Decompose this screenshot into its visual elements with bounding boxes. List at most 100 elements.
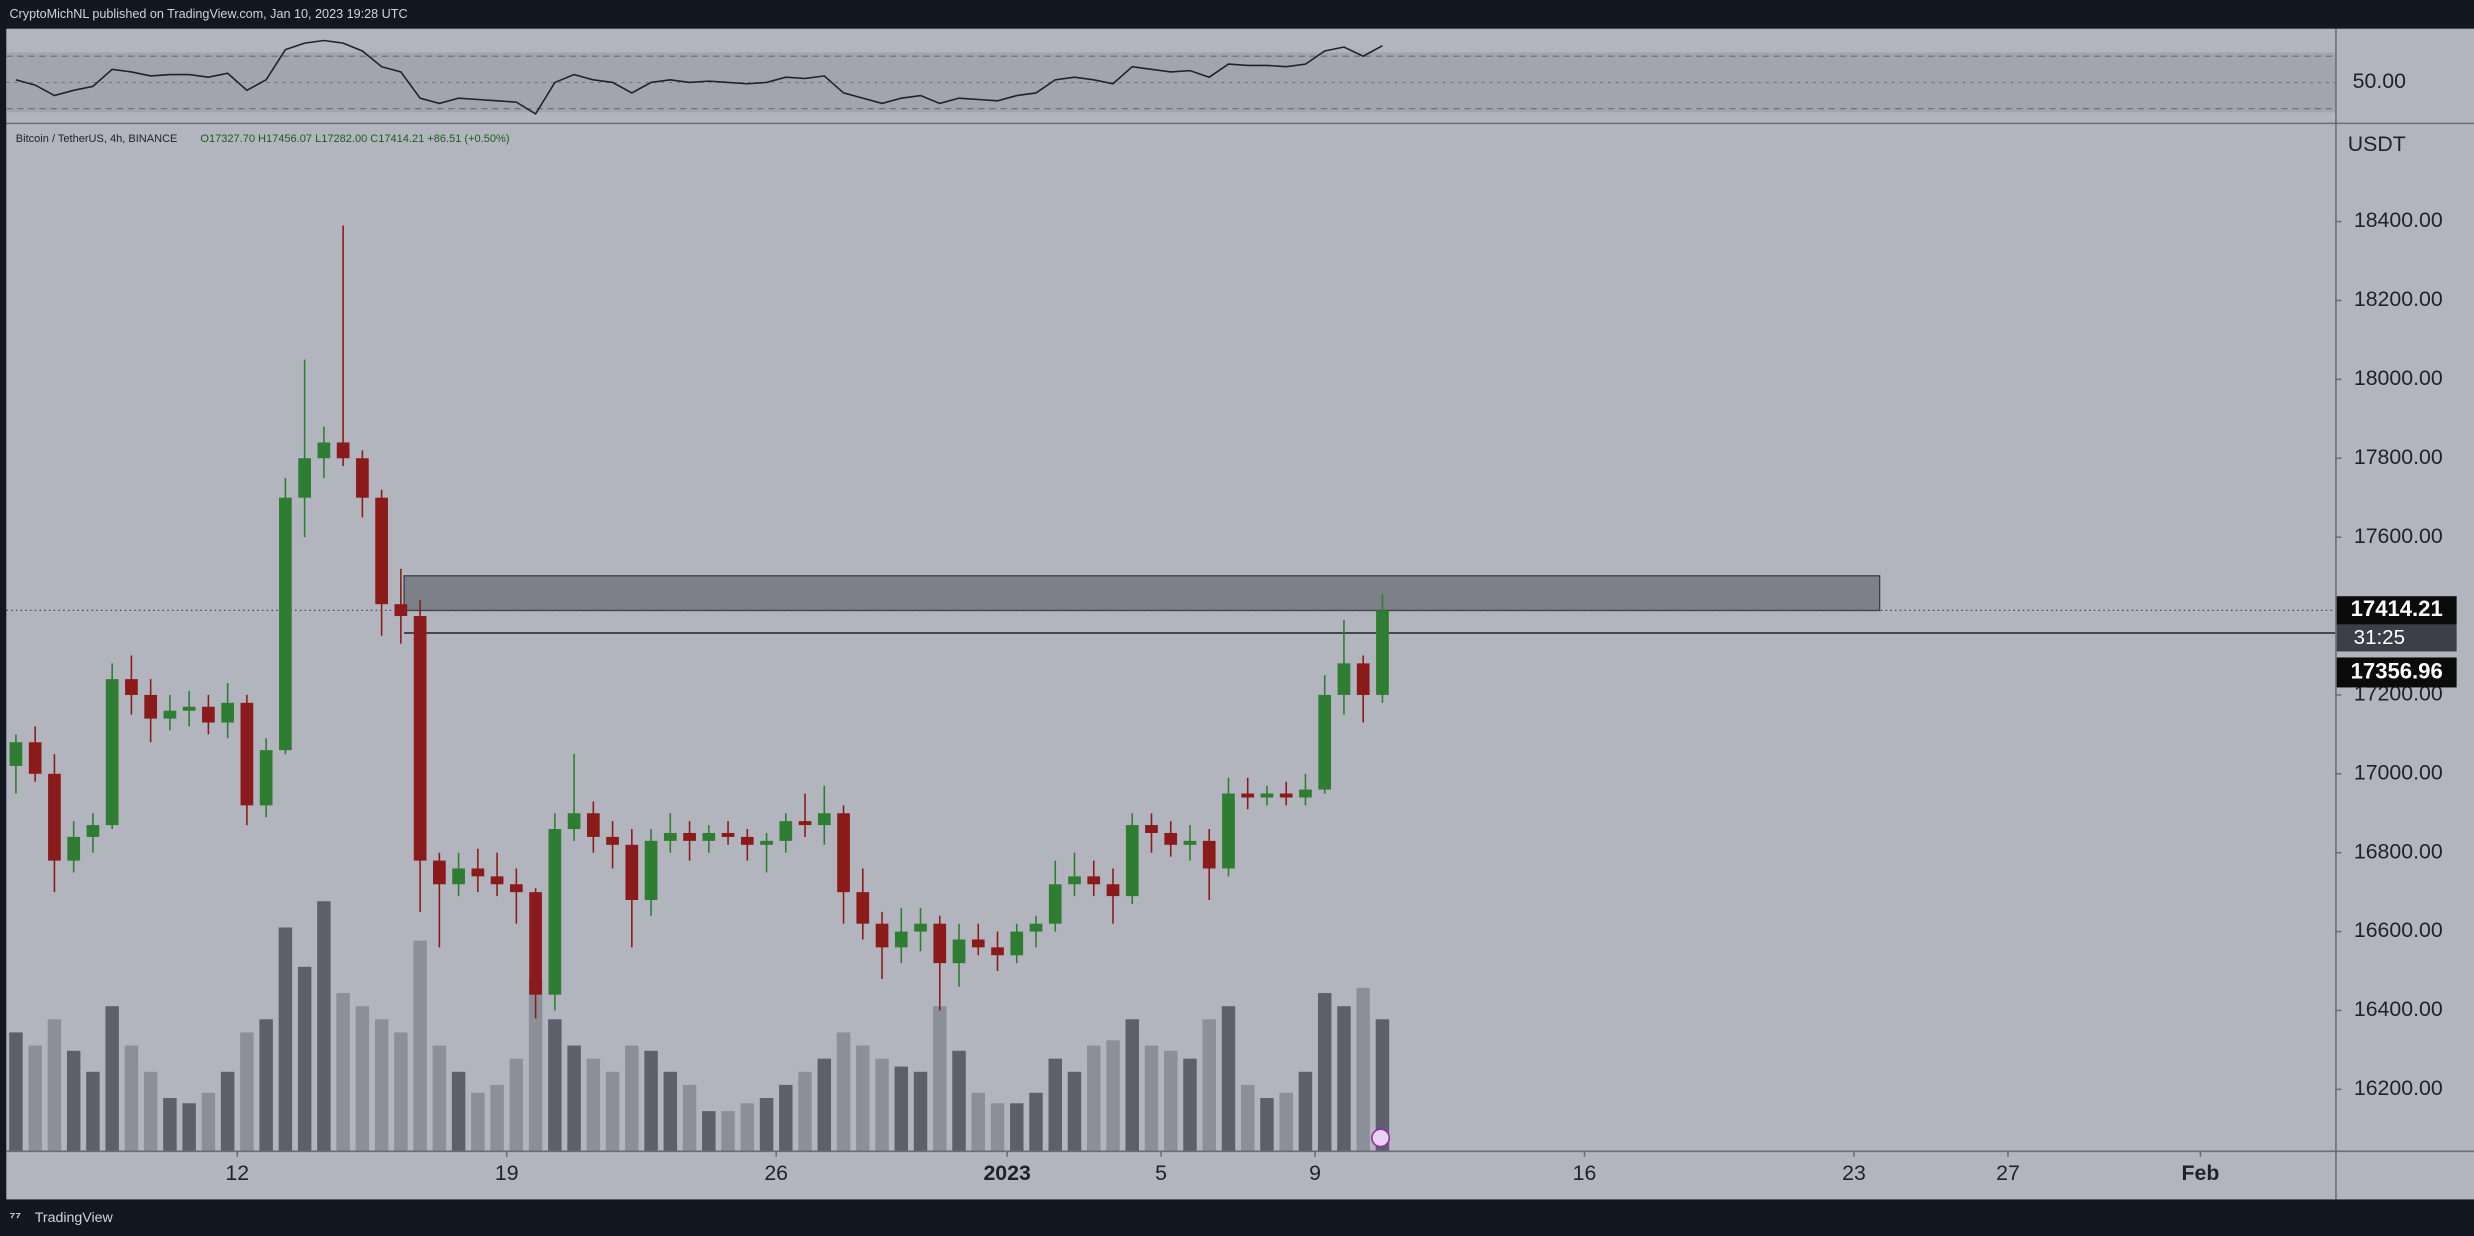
candle-body [702,832,716,841]
volume-bar [971,1092,986,1151]
y-axis-label: USDT [2348,132,2406,156]
volume-bar [952,1050,966,1151]
candle-body [856,892,870,924]
candle-body [1029,923,1043,932]
volume-bar [1317,993,1332,1151]
footer-logo: ⁷⁷ [9,1210,21,1226]
candle-body [1145,825,1158,833]
candle-body [452,868,465,885]
x-tick-label: 26 [764,1161,788,1185]
volume-bar [548,1019,562,1151]
candle-body [1068,876,1081,885]
volume-bar [759,1098,774,1151]
rsi-line [15,39,1383,115]
candle-body [509,884,523,893]
volume-bar [1067,1071,1082,1151]
candle-body [1222,793,1235,869]
candle-body [144,694,158,719]
candle-body [1125,825,1139,897]
symbol: Bitcoin / TetherUS, 4h, BINANCE [16,133,178,145]
candle-body [259,750,273,806]
ohlc-legend: O17327.70 H17456.07 L17282.00 C17414.21 … [200,133,509,145]
candle-body [394,604,408,617]
volume-bar [1375,1019,1390,1151]
volume-bar [47,1019,62,1151]
candle-body [279,497,292,751]
y-tick-label: 17000.00 [2354,760,2443,784]
candle-body [125,679,138,695]
volume-bar [240,1032,254,1151]
volume-bar [682,1084,697,1151]
candle-body [413,616,427,861]
x-tick-label: Feb [2181,1161,2219,1185]
candle-body [837,813,850,893]
volume-bar [1183,1058,1197,1151]
candle-body [86,825,100,837]
volume-bar [1240,1084,1255,1151]
volume-bar [259,1019,273,1151]
volume-bar [124,1045,139,1151]
volume-bar [798,1071,812,1151]
candle-body [336,442,350,459]
resistance-zone [403,575,1881,612]
volume-bar [1202,1019,1216,1151]
volume-bar [702,1111,716,1151]
candle-body [356,458,369,498]
candle-body [375,497,388,605]
candle-body [1318,694,1332,790]
candle-body [721,832,735,837]
candle-body [779,821,793,841]
volume-bar [86,1071,100,1151]
volume-bar [1298,1071,1313,1151]
event-icon[interactable] [1371,1128,1391,1148]
x-tick-label: 2023 [983,1161,1031,1185]
price-label: 17414.21 [2351,596,2443,621]
volume-bar [143,1071,158,1151]
candle-body [221,702,234,723]
volume-bar [1029,1092,1043,1151]
candle-body [663,832,677,841]
y-tick-label: 16200.00 [2354,1076,2443,1100]
candle-body [163,710,177,719]
volume-bar [9,1032,23,1151]
candle-body [9,742,23,766]
volume-bar [355,1006,370,1151]
volume-bar [740,1103,755,1151]
candle-body [971,939,985,948]
candle-body [28,742,42,774]
volume-bar [644,1050,658,1151]
candle-body [182,706,196,711]
candle-body [1202,840,1216,869]
volume-bar [856,1045,870,1151]
candle-body [644,840,658,901]
volume-bar [875,1058,889,1151]
y-tick-label: 16400.00 [2354,997,2443,1021]
candle-body [490,876,504,885]
candle-body [683,832,696,841]
candle-body [1241,793,1255,798]
candle-body [817,813,831,826]
candle-body [1376,610,1389,695]
candle-body [914,923,927,932]
candle-body [1164,832,1178,845]
volume-bar [278,927,293,1151]
volume-bar [66,1050,81,1151]
volume-bar [220,1071,235,1151]
volume-bar [663,1071,678,1151]
volume-bar [817,1058,832,1151]
candle-body [298,458,311,498]
volume-bar [201,1092,216,1151]
y-tick-label: 17600.00 [2354,524,2443,548]
candle-body [567,813,581,830]
volume-bar [933,1006,947,1151]
volume-bar [1356,987,1370,1151]
y-tick-label: 16800.00 [2354,839,2443,863]
candle-body [1337,663,1351,695]
volume-bar [990,1103,1005,1151]
x-tick-label: 19 [495,1161,519,1185]
y-tick-label: 18200.00 [2354,287,2443,311]
countdown: 31:25 [2354,626,2405,649]
volume-bar [625,1045,639,1151]
volume-bar [894,1066,909,1151]
